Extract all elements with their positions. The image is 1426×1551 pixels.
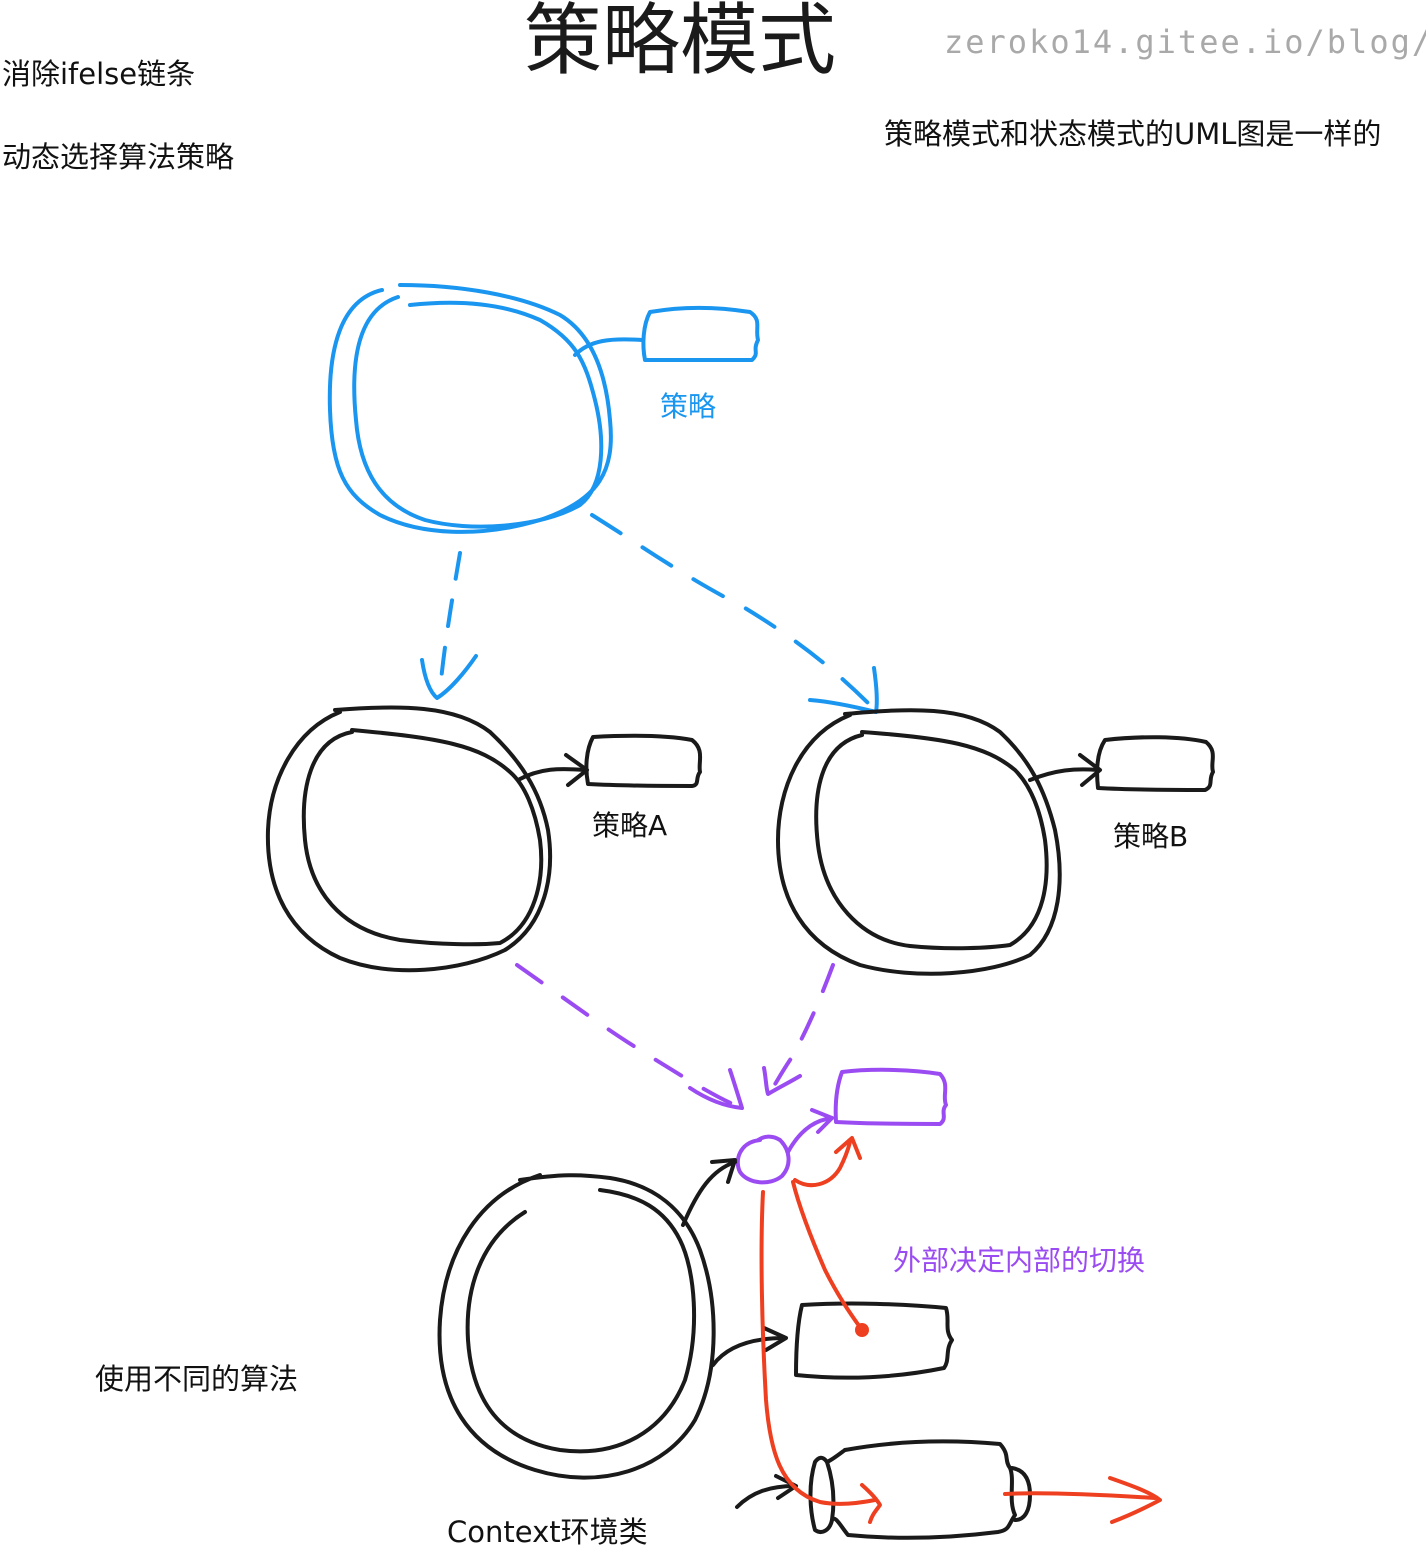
arrow-strategy-to-b [590, 513, 872, 707]
arrowhead-to-b [808, 666, 879, 714]
watermark-url: zeroko14.gitee.io/blog/ [944, 23, 1426, 61]
strategy-b-label: 策略B [1113, 820, 1189, 853]
red-switch-paths [759, 1136, 1162, 1524]
note-use-different: 使用不同的算法 [95, 1362, 299, 1396]
note-uml-same: 策略模式和状态模式的UML图是一样的 [884, 117, 1382, 151]
arrow-b-to-context [768, 963, 835, 1094]
strategy-label: 策略 [660, 390, 717, 423]
strategy-interface-node [327, 283, 760, 534]
context-label: Context环境类 [447, 1515, 648, 1549]
arrow-strategy-to-a [438, 551, 462, 692]
strategy-a-label: 策略A [592, 809, 668, 842]
note-eliminate-ifelse: 消除ifelse链条 [2, 57, 196, 91]
arrowhead-a [688, 1068, 744, 1110]
context-node [437, 1158, 1032, 1540]
arrow-a-to-context [515, 963, 737, 1107]
page-title: 策略模式 [524, 0, 837, 86]
red-dot-marker [855, 1323, 869, 1337]
strategy-b-node [776, 708, 1215, 976]
context-strategy-holder [735, 1067, 948, 1185]
arrowhead-b [762, 1066, 802, 1096]
note-dynamic-select: 动态选择算法策略 [2, 140, 235, 174]
switch-note-label: 外部决定内部的切换 [893, 1244, 1146, 1277]
strategy-a-node [265, 705, 703, 973]
arrowhead-to-a [420, 654, 478, 700]
